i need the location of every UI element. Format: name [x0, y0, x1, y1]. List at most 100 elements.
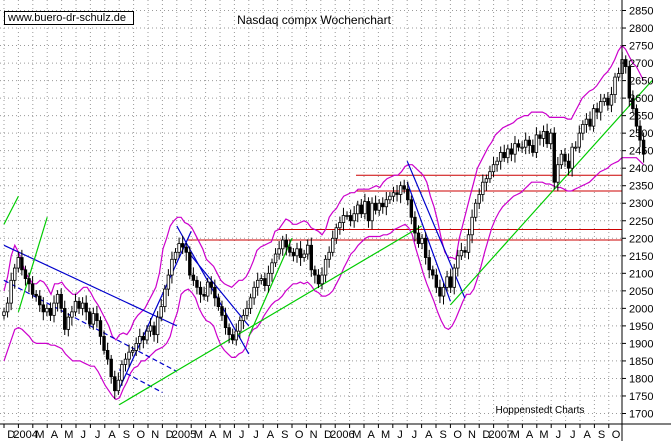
price-candle [373, 202, 378, 211]
price-candle [452, 267, 456, 288]
x-tick-label: A [425, 429, 433, 441]
price-candle [356, 204, 360, 215]
trendline [190, 255, 250, 327]
price-candle [306, 244, 310, 255]
price-candle [491, 164, 496, 173]
chart-title: Nasdaq compx Wochenchart [237, 13, 392, 27]
price-candle [320, 274, 324, 285]
x-tick-label: N [151, 429, 159, 441]
price-candle [63, 307, 67, 330]
price-candle [234, 330, 238, 341]
price-candle [248, 297, 253, 309]
price-candle [370, 202, 374, 222]
price-candle [513, 143, 517, 155]
y-tick-label: 2450 [629, 146, 653, 158]
x-tick-label: A [267, 429, 275, 441]
price-candle [609, 94, 614, 106]
price-candle [209, 281, 213, 288]
price-candle [631, 97, 635, 110]
price-candle [456, 255, 460, 269]
price-candle [377, 202, 381, 211]
x-tick-label: A [584, 429, 592, 441]
x-tick-label: 2007 [489, 429, 513, 441]
x-tick-label: A [368, 429, 376, 441]
price-candle [198, 286, 203, 295]
price-candle [559, 153, 564, 166]
price-candle [574, 146, 578, 149]
price-candle [616, 73, 621, 78]
price-candle [177, 243, 181, 253]
price-candle [284, 239, 288, 248]
x-tick-label: J [95, 429, 101, 441]
price-candle [359, 204, 364, 215]
price-candle [334, 227, 339, 239]
price-candle [641, 139, 646, 155]
price-candle [323, 258, 328, 276]
price-candle [88, 311, 92, 325]
x-tick-label: O [295, 429, 304, 441]
x-tick-label: J [412, 429, 418, 441]
price-candle [613, 76, 617, 96]
price-candle [130, 350, 135, 353]
price-candle [91, 313, 96, 325]
price-bars [2, 51, 646, 400]
price-candle [445, 276, 449, 288]
y-tick-label: 1800 [629, 373, 653, 385]
price-candle [105, 350, 110, 360]
price-candle [516, 143, 521, 148]
y-tick-label: 1900 [629, 338, 653, 350]
source-label: www.buero-dr-schulz.de [4, 11, 134, 25]
y-tick-label: 2800 [629, 23, 653, 35]
price-candle [327, 251, 331, 260]
x-tick-label: A [108, 429, 116, 441]
y-tick-label: 2550 [629, 111, 653, 123]
price-candle [98, 320, 103, 337]
trendline [248, 238, 293, 337]
x-tick-label: M [64, 429, 73, 441]
price-candle [502, 152, 506, 159]
price-candle [230, 334, 235, 341]
price-candle [55, 293, 60, 304]
price-candle [84, 302, 88, 313]
price-candle [431, 269, 435, 276]
price-candle [634, 108, 639, 127]
price-candle [541, 131, 546, 139]
x-tick-label: N [468, 429, 476, 441]
y-tick-label: 2050 [629, 286, 653, 298]
price-candle [402, 185, 406, 190]
price-candle [395, 192, 399, 195]
price-candle [152, 325, 156, 336]
price-candle [588, 118, 592, 127]
price-candle [227, 327, 231, 336]
price-candle [313, 269, 317, 276]
x-tick-label: M [539, 429, 548, 441]
x-tick-label: J [239, 429, 245, 441]
price-candle [266, 272, 271, 286]
x-tick-label: A [209, 429, 217, 441]
price-candle [520, 146, 524, 149]
price-candle [366, 201, 371, 222]
price-candle [288, 246, 292, 253]
price-candle [148, 325, 153, 332]
price-candle [166, 274, 171, 290]
price-candle [545, 131, 549, 145]
price-candle [163, 288, 167, 308]
x-tick-label: A [526, 429, 534, 441]
price-candle [273, 253, 278, 264]
price-candle [195, 279, 199, 288]
price-candle [298, 248, 303, 258]
price-candle [459, 250, 464, 257]
price-candle [388, 195, 392, 201]
price-candle [570, 146, 574, 169]
price-candle [523, 139, 528, 148]
credit-label: Hoppenstedt Charts [496, 405, 585, 416]
price-candle [463, 250, 467, 253]
price-candle [534, 134, 539, 153]
price-candle [180, 243, 185, 248]
price-candle [127, 351, 131, 360]
y-tick-label: 2500 [629, 128, 653, 140]
price-candle [5, 302, 10, 313]
price-candle [188, 251, 192, 276]
y-tick-label: 1950 [629, 321, 653, 333]
y-tick-label: 2850 [629, 6, 653, 18]
